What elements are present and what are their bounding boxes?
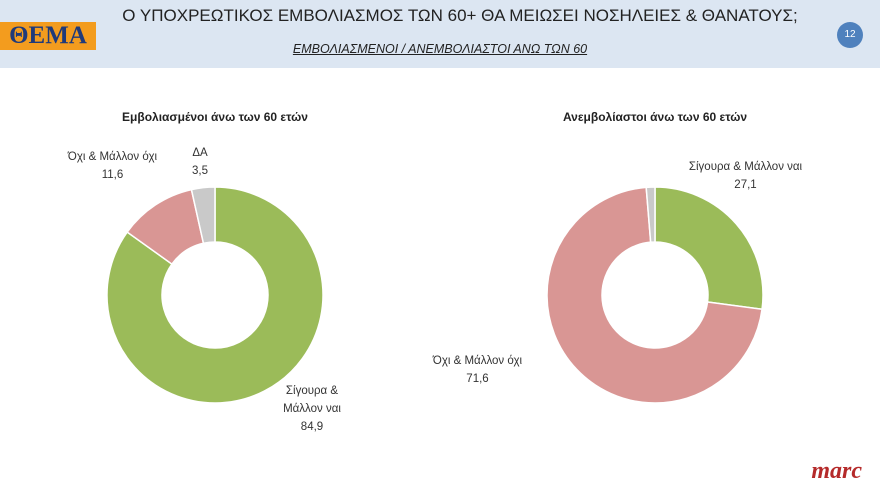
header-band [0,0,880,68]
footer-logo: marc [811,458,862,484]
slice-label: Όχι & Μάλλον όχι 71,6 [430,352,525,388]
donut-slice [546,186,763,404]
subtitle: ΕΜΒΟΛΙΑΣΜΕΝΟΙ / ΑΝΕΜΒΟΛΙΑΣΤΟΙ ΑΝΩ ΤΩΝ 60 [292,42,588,56]
category-label: Σίγουρα & Μάλλον ναι [688,161,803,173]
value-label: 11,6 [101,169,124,181]
page-number: 12 [837,22,863,48]
logo: ΘΕΜΑ [0,22,96,50]
title: Ο ΥΠΟΧΡΕΩΤΙΚΟΣ ΕΜΒΟΛΙΑΣΜΟΣ ΤΩΝ 60+ ΘΑ ΜΕ… [122,6,798,25]
donut-slice [190,186,216,245]
category-label: Σίγουρα & Μάλλον ναι [283,385,341,415]
value-label: 27,1 [734,179,757,191]
slice-label: Σίγουρα & Μάλλον ναι 84,9 [272,382,352,436]
value-label: 3,5 [192,165,208,177]
donut-slice [654,186,764,311]
donut-slice [106,186,324,404]
category-label: Όχι & Μάλλον όχι [67,151,158,163]
chart-title: Εμβολιασμένοι άνω των 60 ετών [122,110,308,124]
donut-slice [645,186,656,243]
category-label: Όχι & Μάλλον όχι [432,355,523,367]
category-label: ΔΑ [192,147,208,159]
slice-label: Όχι & Μάλλον όχι 11,6 [65,148,160,184]
slice-label: ΔΑ 3,5 [165,144,235,180]
slice-label: Σίγουρα & Μάλλον ναι 27,1 [688,158,803,194]
value-label: 71,6 [466,373,489,385]
value-label: 84,9 [300,421,324,433]
chart-title: Ανεμβολίαστοι άνω των 60 ετών [562,110,748,124]
